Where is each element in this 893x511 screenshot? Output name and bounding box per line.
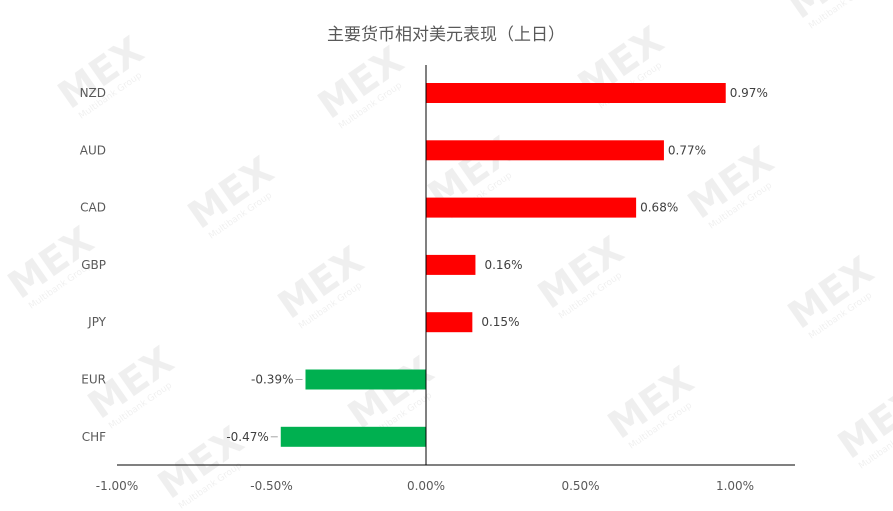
x-tick-label: -1.00% xyxy=(96,479,138,493)
category-label-gbp: GBP xyxy=(81,258,106,272)
category-label-jpy: JPY xyxy=(87,315,107,329)
category-label-nzd: NZD xyxy=(80,86,106,100)
category-label-aud: AUD xyxy=(80,143,106,157)
bars-group xyxy=(280,83,726,447)
x-tick-label: 0.00% xyxy=(407,479,445,493)
bar-eur xyxy=(305,369,426,390)
bar-jpy xyxy=(426,312,473,333)
data-label-gbp: 0.16% xyxy=(484,258,522,272)
data-label-cad: 0.68% xyxy=(640,201,678,215)
data-label-jpy: 0.15% xyxy=(481,315,519,329)
category-labels: NZD AUD CAD GBP JPY EUR CHF xyxy=(80,86,107,444)
bar-gbp xyxy=(426,254,476,275)
category-label-eur: EUR xyxy=(81,373,106,387)
bar-nzd xyxy=(426,83,726,103)
chart-title: 主要货币相对美元表现（上日） xyxy=(327,25,565,45)
category-label-chf: CHF xyxy=(82,430,106,444)
data-labels: 0.97% 0.77% 0.68% 0.16% 0.15% -0.39% -0.47% xyxy=(226,86,768,444)
x-tick-label: -0.50% xyxy=(250,479,292,493)
data-label-eur: -0.39% xyxy=(251,373,293,387)
bar-aud xyxy=(426,140,664,161)
data-label-chf: -0.47% xyxy=(226,430,268,444)
data-label-aud: 0.77% xyxy=(668,143,706,157)
bar-chf xyxy=(280,426,426,447)
x-tick-labels: -1.00% -0.50% 0.00% 0.50% 1.00% xyxy=(96,479,754,493)
data-label-nzd: 0.97% xyxy=(730,86,768,100)
x-tick-label: 1.00% xyxy=(716,479,754,493)
axes xyxy=(117,65,795,466)
category-label-cad: CAD xyxy=(80,201,106,215)
bar-cad xyxy=(426,197,637,218)
x-tick-label: 0.50% xyxy=(561,479,599,493)
